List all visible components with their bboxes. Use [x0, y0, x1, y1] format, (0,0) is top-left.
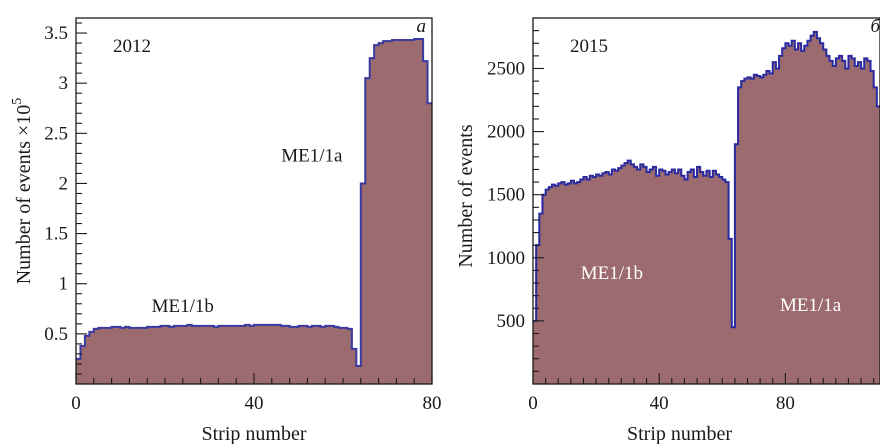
y-axis-label-text: Number of events — [455, 124, 477, 268]
year-label: 2012 — [113, 36, 151, 57]
y-axis-label: Number of events ×105 — [10, 98, 35, 285]
y-tick-label: 1000 — [487, 248, 525, 269]
chart-panel-a: 0 40 80 0.5 1 1.5 2 2.5 3 3.5 Strip number Number o… — [10, 16, 442, 444]
histogram-outline — [76, 38, 432, 367]
annotation-label: ME1/1a — [281, 145, 343, 166]
y-tick-label: 0.5 — [44, 324, 68, 345]
histogram-fill — [533, 31, 880, 385]
histogram-outline — [533, 30, 880, 329]
plot-frame — [532, 17, 880, 385]
annotation-label: ME1/1b — [581, 263, 643, 284]
x-tick-label: 40 — [245, 393, 264, 414]
y-tick-label: 1 — [59, 274, 69, 295]
histogram-fill — [76, 39, 432, 385]
x-tick-label: 80 — [423, 393, 442, 414]
annotation-label: ME1/1a — [780, 295, 842, 316]
panel-label: б — [870, 16, 880, 37]
panel-label: a — [417, 16, 427, 37]
y-tick-label: 500 — [497, 311, 526, 332]
y-axis-label-text: Number of events ×10 — [13, 105, 35, 285]
year-label: 2015 — [570, 36, 608, 57]
y-tick-label: 1.5 — [44, 224, 68, 245]
y-tick-label: 3 — [59, 73, 69, 94]
x-tick-label: 0 — [528, 393, 538, 414]
y-tick-label: 2 — [59, 173, 69, 194]
y-tick-label: 1500 — [487, 185, 525, 206]
y-tick-label: 2500 — [487, 58, 525, 79]
x-tick-label: 0 — [71, 393, 81, 414]
y-tick-label: 2.5 — [44, 123, 68, 144]
annotation-label: ME1/1b — [152, 296, 214, 317]
x-axis-label: Strip number — [627, 423, 732, 444]
x-axis-label: Strip number — [202, 423, 307, 444]
y-axis-label: Number of events — [455, 124, 477, 268]
y-tick-label: 3.5 — [44, 23, 68, 44]
y-axis-label-exponent: 5 — [10, 98, 25, 105]
x-tick-label: 40 — [650, 393, 669, 414]
y-tick-label: 2000 — [487, 122, 525, 143]
chart-panel-b: 0 40 80 500 1000 1500 2000 2500 Strip number Numb… — [455, 16, 880, 444]
x-tick-label: 80 — [776, 393, 795, 414]
